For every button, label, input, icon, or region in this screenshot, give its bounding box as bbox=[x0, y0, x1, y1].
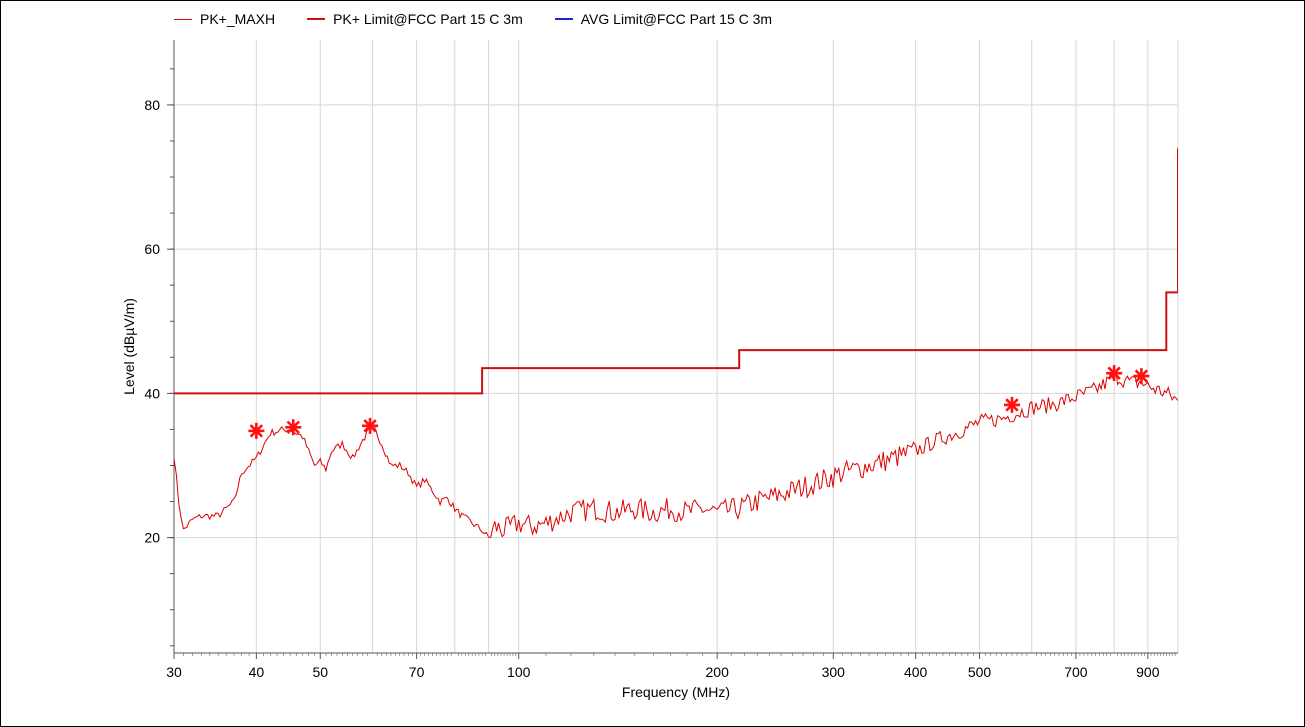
x-tick-label: 70 bbox=[409, 664, 425, 680]
legend-swatch-avg-limit bbox=[554, 18, 573, 20]
x-tick-label: 500 bbox=[968, 664, 992, 680]
series-pk-maxh-line bbox=[174, 370, 1178, 538]
legend-label-avg-limit: AVG Limit@FCC Part 15 C 3m bbox=[580, 11, 773, 27]
x-tick-label: 100 bbox=[507, 664, 531, 680]
x-tick-label: 900 bbox=[1136, 664, 1160, 680]
peak-marker bbox=[1106, 365, 1123, 382]
x-tick-label: 300 bbox=[822, 664, 846, 680]
peak-marker bbox=[1133, 368, 1150, 385]
peak-marker bbox=[248, 422, 265, 439]
legend: PK+_MAXH PK+ Limit@FCC Part 15 C 3m AVG … bbox=[174, 4, 772, 34]
y-axis-label: Level (dBµV/m) bbox=[121, 298, 137, 395]
y-tick-label: 80 bbox=[144, 97, 160, 113]
legend-item-pk-limit: PK+ Limit@FCC Part 15 C 3m bbox=[307, 11, 523, 27]
x-axis-label: Frequency (MHz) bbox=[622, 684, 730, 700]
peak-marker bbox=[1003, 396, 1020, 413]
legend-label-pk-limit: PK+ Limit@FCC Part 15 C 3m bbox=[333, 11, 523, 27]
plot-area bbox=[174, 40, 1178, 653]
series-pk-limit-line bbox=[174, 148, 1178, 395]
x-tick-label: 400 bbox=[904, 664, 928, 680]
x-tick-label: 200 bbox=[706, 664, 730, 680]
legend-item-pk-maxh: PK+_MAXH bbox=[174, 11, 275, 27]
y-tick-label: 60 bbox=[144, 241, 160, 257]
y-tick-label: 40 bbox=[144, 385, 160, 401]
y-tick-label: 20 bbox=[144, 530, 160, 546]
x-tick-label: 30 bbox=[166, 664, 182, 680]
x-tick-label: 40 bbox=[249, 664, 265, 680]
peak-marker bbox=[285, 419, 302, 436]
x-tick-label: 700 bbox=[1064, 664, 1088, 680]
legend-swatch-pk-limit bbox=[307, 18, 326, 20]
legend-swatch-pk-maxh bbox=[174, 18, 192, 20]
x-tick-label: 50 bbox=[312, 664, 328, 680]
legend-label-pk-maxh: PK+_MAXH bbox=[200, 11, 276, 27]
legend-item-avg-limit: AVG Limit@FCC Part 15 C 3m bbox=[554, 11, 773, 27]
peak-marker bbox=[362, 417, 379, 434]
